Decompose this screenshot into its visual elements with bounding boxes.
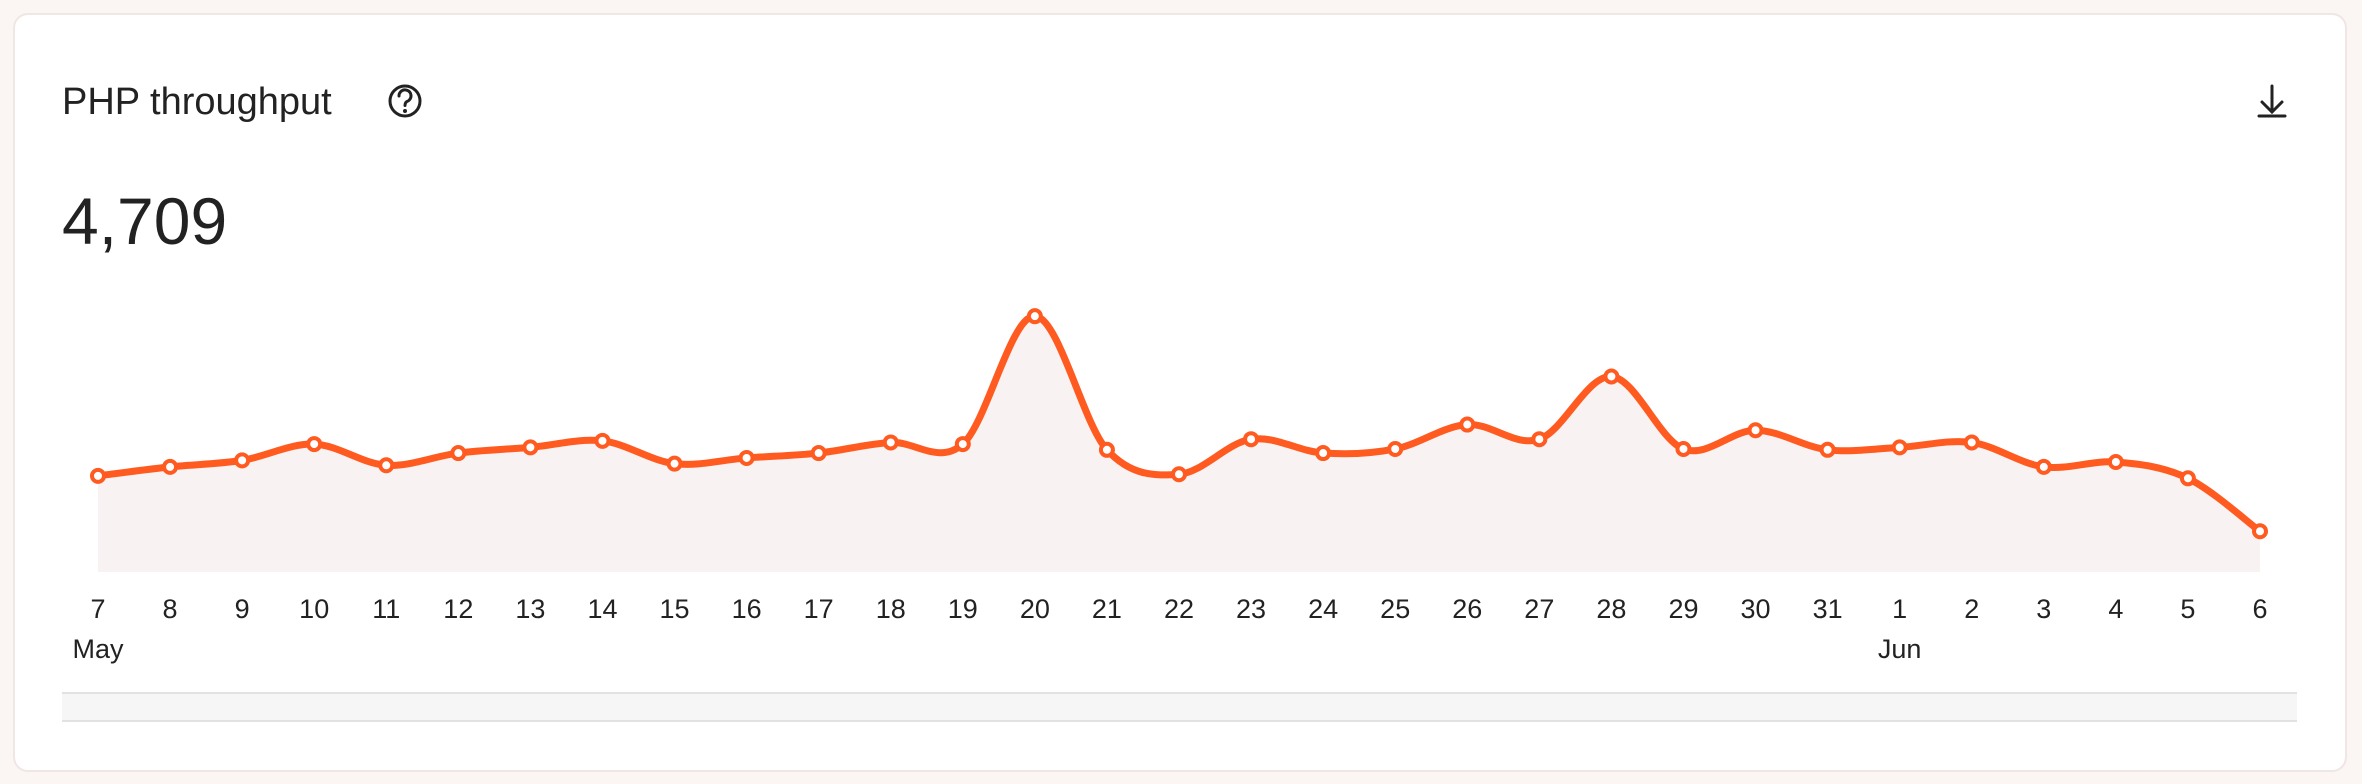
data-point [1098,441,1115,458]
data-point [2035,458,2052,475]
x-tick-label: 3 [2036,594,2051,624]
data-point [90,467,106,484]
x-tick-label: 18 [876,594,906,624]
x-tick-label: 8 [163,594,178,624]
data-point [2179,470,2196,487]
x-tick-label: 31 [1813,594,1843,624]
x-tick-label: 5 [2180,594,2195,624]
card-background [13,13,2347,772]
x-tick-label: 23 [1236,594,1266,624]
scrollbar[interactable] [62,692,2297,722]
x-tick-label: 25 [1380,594,1410,624]
data-point [1026,308,1043,325]
x-tick-label: 19 [948,594,978,624]
x-tick-label: 14 [587,594,617,624]
x-tick-label: 20 [1020,594,1050,624]
data-point [162,458,179,475]
data-point [522,439,539,456]
data-point [1963,434,1980,451]
x-tick-label: 29 [1668,594,1698,624]
x-tick-label: 12 [443,594,473,624]
data-point [594,432,611,449]
data-point [1387,440,1404,457]
x-tick-label: 6 [2252,594,2267,624]
x-tick-label: 17 [804,594,834,624]
data-point [810,445,827,462]
area [98,316,2260,572]
data-point [378,457,395,474]
data-point [1171,466,1187,483]
data-point [954,436,971,453]
data-point [1891,439,1908,456]
data-point [1819,441,1836,458]
data-point [450,445,467,462]
data-point [2107,454,2124,471]
x-tick-label: 30 [1741,594,1771,624]
chart-title: PHP throughput [62,81,332,123]
data-point [882,434,899,451]
month-label: Jun [1878,634,1922,664]
x-tick-label: 7 [90,594,105,624]
help-icon[interactable] [388,84,422,118]
x-tick-label: 10 [299,594,329,624]
data-point [666,455,683,472]
x-tick-label: 15 [660,594,690,624]
x-tick-label: 26 [1452,594,1482,624]
x-tick-label: 21 [1092,594,1122,624]
download-button[interactable] [2252,80,2292,122]
data-point [1747,422,1764,439]
month-label: May [72,634,124,664]
data-point [1531,431,1548,448]
x-tick-label: 13 [515,594,545,624]
data-point [2252,523,2268,540]
x-tick-label: 11 [372,594,400,624]
total-value: 4,709 [62,184,227,258]
x-tick-label: 24 [1308,594,1338,624]
data-point [234,452,251,469]
x-tick-label: 22 [1164,594,1194,624]
data-point [1459,416,1476,433]
data-point [1315,445,1332,462]
data-point [1243,431,1260,448]
data-point [738,449,755,466]
data-point [1675,440,1692,457]
data-point [306,436,323,453]
x-tick-label: 28 [1596,594,1626,624]
x-tick-label: 16 [732,594,762,624]
x-tick-label: 4 [2108,594,2123,624]
data-point [1603,368,1620,385]
x-tick-label: 2 [1964,594,1979,624]
x-tick-label: 27 [1524,594,1554,624]
x-tick-label: 9 [235,594,250,624]
x-tick-label: 1 [1892,594,1907,624]
